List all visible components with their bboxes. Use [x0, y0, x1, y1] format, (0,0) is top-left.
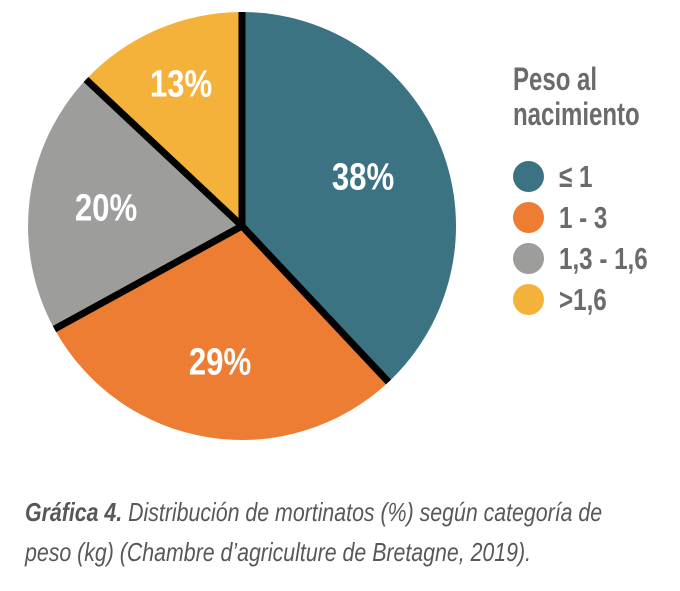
slice-label-13%: 13% [149, 63, 212, 106]
caption-text-line1: Distribución de mortinatos (%) según cat… [128, 497, 603, 527]
legend-item: 1,3 - 1,6 [513, 238, 680, 279]
legend-swatch [513, 202, 544, 233]
legend-items: ≤ 1 1 - 3 1,3 - 1,6 >1,6 [513, 156, 680, 320]
legend-item-label: 1 - 3 [559, 199, 608, 235]
pie-svg [28, 12, 457, 440]
pie-chart: 38% 29% 20% 13% [27, 11, 457, 441]
caption-line-2: peso (kg) (Chambre d’agriculture de Bret… [25, 537, 532, 567]
legend-item-label: 1,3 - 1,6 [559, 240, 648, 276]
legend-swatch [513, 284, 544, 315]
caption-prefix: Gráfica 4. [25, 497, 123, 527]
slice-label-20%: 20% [74, 187, 138, 230]
pie-slice-≤ 1 [242, 12, 457, 382]
caption: Gráfica 4. Distribución de mortinatos (%… [25, 492, 602, 572]
slice-separator [52, 222, 244, 333]
legend-item: 1 - 3 [513, 197, 680, 238]
slice-label-38%: 38% [332, 156, 395, 199]
legend-item-label: >1,6 [559, 281, 607, 317]
pie-slice-1,3 - 1,6 [28, 79, 243, 330]
slice-separator [83, 76, 245, 229]
legend-item-label: ≤ 1 [559, 158, 593, 194]
slice-label-29%: 29% [189, 341, 252, 384]
pie-slice-1 - 3 [54, 226, 389, 440]
slice-separator [239, 223, 392, 385]
legend-swatch [513, 243, 544, 274]
legend-item: ≤ 1 [513, 156, 680, 197]
legend-item: >1,6 [513, 279, 680, 320]
legend-title: Peso al nacimiento [513, 61, 640, 132]
caption-line-1: Gráfica 4. Distribución de mortinatos (%… [25, 492, 602, 532]
pie-slice->1,6 [86, 12, 242, 226]
legend-swatch [513, 161, 544, 192]
legend: Peso al nacimiento ≤ 1 1 - 3 1,3 - 1,6 >1,6 [513, 62, 680, 320]
